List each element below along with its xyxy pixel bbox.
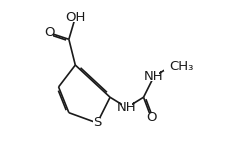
FancyBboxPatch shape — [70, 13, 80, 22]
FancyBboxPatch shape — [147, 113, 155, 122]
Text: S: S — [93, 117, 101, 130]
FancyBboxPatch shape — [122, 103, 132, 112]
Text: OH: OH — [65, 11, 86, 24]
Text: NH: NH — [117, 101, 137, 114]
Text: O: O — [44, 26, 55, 39]
Text: CH₃: CH₃ — [169, 60, 194, 73]
Text: O: O — [146, 111, 157, 124]
FancyBboxPatch shape — [149, 72, 159, 81]
FancyBboxPatch shape — [46, 28, 53, 37]
FancyBboxPatch shape — [164, 62, 177, 71]
Text: NH: NH — [144, 70, 164, 83]
FancyBboxPatch shape — [93, 119, 101, 128]
